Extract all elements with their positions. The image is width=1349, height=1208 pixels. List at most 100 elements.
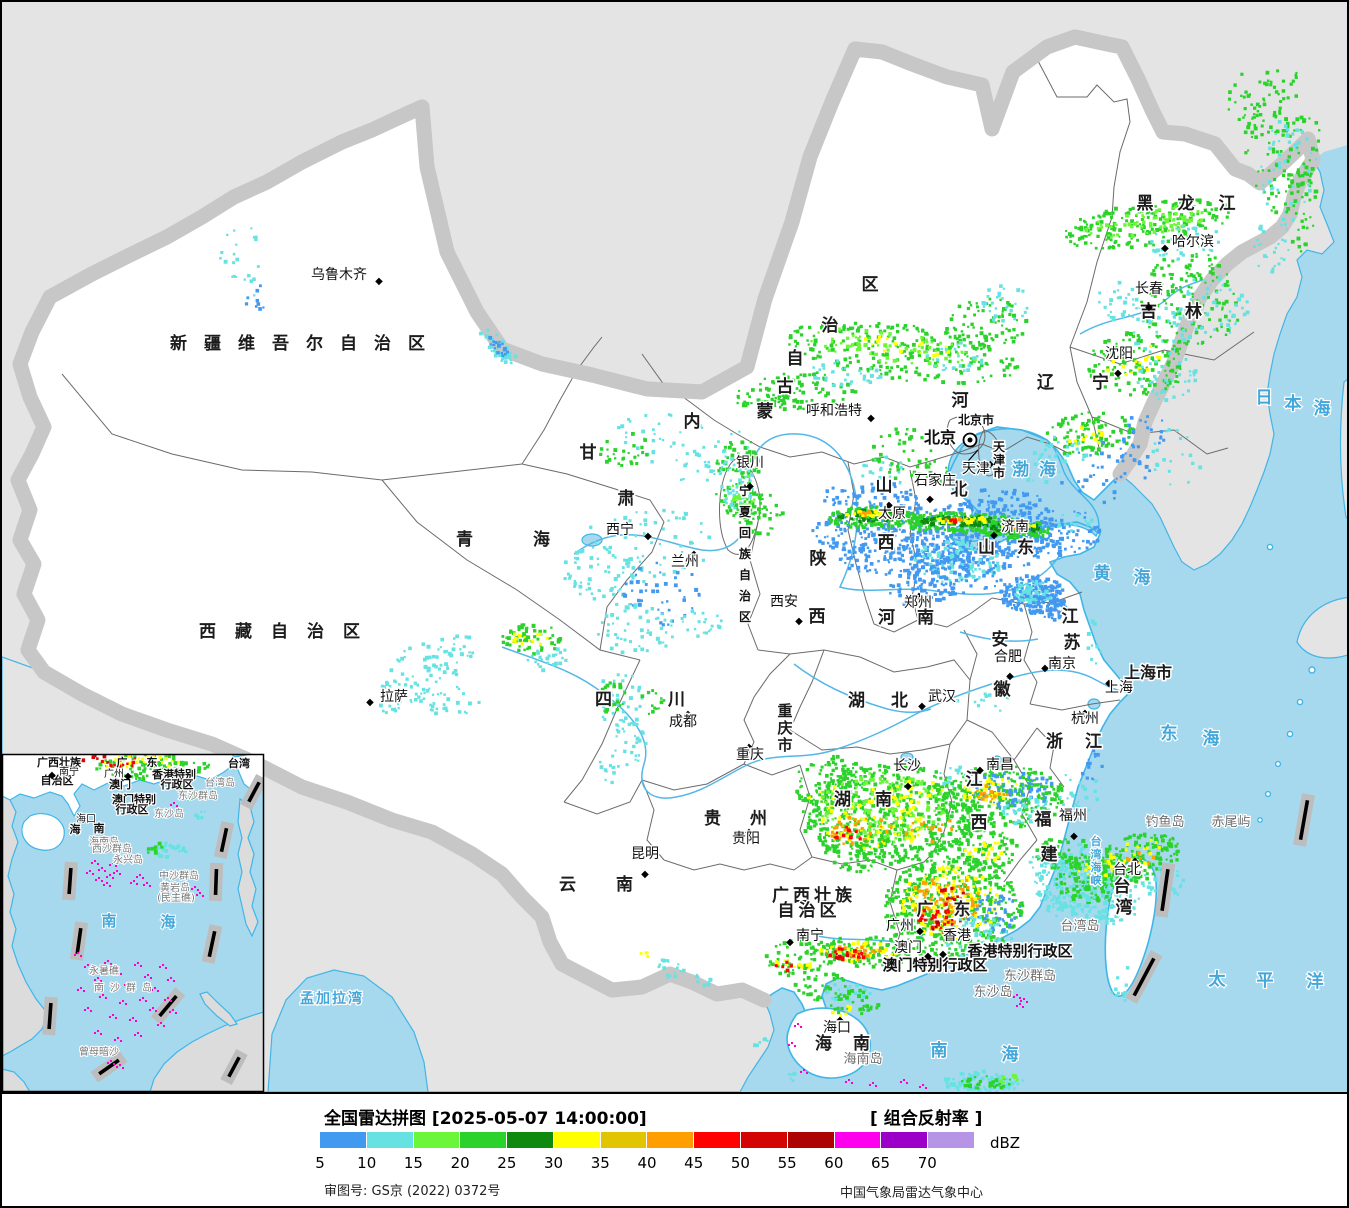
map-label: 台湾: [228, 756, 250, 770]
radar-echo: [732, 491, 785, 536]
reef-marker: [107, 1060, 115, 1065]
inset-malay: [2, 1068, 31, 1092]
map-label: 南沙群岛: [94, 981, 158, 994]
map-label: 澳门: [109, 777, 131, 791]
map-label: 海: [70, 822, 81, 836]
radar-echo: [831, 526, 971, 578]
radar-echo: [1028, 853, 1066, 874]
dash-segment: [201, 924, 223, 964]
map-label: 海: [1134, 567, 1151, 588]
city-label: 南宁: [59, 765, 79, 778]
reef-marker: [98, 867, 106, 872]
map-label: 河: [952, 391, 969, 411]
map-label: 自治区: [778, 900, 841, 921]
radar-echo: [194, 810, 207, 820]
inset-hainan: [21, 813, 65, 851]
colorbar-tick: 45: [684, 1154, 704, 1172]
map-label: 湾: [1116, 897, 1133, 918]
reef-marker: [788, 1042, 796, 1047]
radar-echo: [966, 894, 1022, 933]
city-label: 哈尔滨: [1172, 234, 1214, 250]
reef-marker: [91, 860, 99, 865]
city-marker: ◆: [836, 1015, 844, 1026]
dash-segment: [1154, 862, 1176, 918]
city-marker: ◆: [690, 549, 698, 560]
reef-marker: [114, 1037, 122, 1042]
map-label: 香港特别行政区: [967, 942, 1072, 960]
map-label: 北京市: [958, 412, 994, 427]
city-label: 海口: [76, 812, 96, 825]
colorbar-segment: [928, 1132, 974, 1148]
city-label: 杭州: [1071, 711, 1099, 727]
inset-frame: [2, 753, 265, 1092]
dash-segment: [1293, 793, 1315, 847]
map-label: 南: [931, 1040, 948, 1061]
radar-echo: [933, 524, 1049, 571]
map-label: 行政区: [160, 777, 194, 791]
city-label: 西宁: [606, 521, 634, 538]
radar-echo: [971, 771, 1054, 809]
map-label: 广西壮族: [37, 755, 82, 769]
map-approval-number: 审图号: GS京 (2022) 0372号: [324, 1184, 501, 1199]
reef-marker: [800, 1069, 808, 1074]
colorbar-segment: [507, 1132, 553, 1148]
radar-echo: [967, 488, 1042, 516]
map-label: 东: [954, 899, 971, 920]
radar-echo: [889, 577, 956, 609]
radar-echo: [793, 972, 847, 1002]
bay-of-bengal: [267, 969, 429, 1092]
radar-echo: [244, 284, 265, 311]
map-label: 东沙岛: [973, 984, 1012, 1000]
city-marker: ◆: [644, 531, 652, 542]
reef-marker: [84, 1007, 92, 1012]
city-marker: ◆: [795, 616, 803, 627]
reef-marker: [164, 997, 172, 1002]
radar-echo: [1122, 415, 1166, 449]
colorbar-tick: 55: [777, 1154, 797, 1172]
radar-echo: [622, 561, 701, 627]
city-marker: ◆: [904, 781, 912, 792]
radar-echo: [1005, 525, 1016, 530]
map-label: 孟加拉湾: [300, 990, 364, 1007]
city-label: 济南: [1001, 519, 1029, 535]
radar-echo: [1067, 426, 1105, 447]
city-label: 重庆: [736, 747, 764, 763]
dash-segment: [213, 821, 235, 859]
city-marker: ◆: [745, 742, 753, 753]
radar-echo: [956, 690, 1010, 712]
radar-echo: [1001, 796, 1051, 826]
map-label: 广: [117, 755, 128, 769]
colorbar-segment: [413, 1132, 460, 1148]
map-label: 台湾海峡: [1091, 834, 1103, 887]
radar-echo: [380, 679, 431, 704]
radar-echoes: [219, 69, 1321, 1092]
reef-marker: [94, 1030, 102, 1035]
reef-marker: [86, 870, 94, 875]
map-label: 西藏自治区: [199, 621, 379, 642]
legend-title: 全国雷达拼图 [2025-05-07 14:00:00]: [324, 1109, 647, 1129]
radar-echo: [1081, 749, 1104, 781]
radar-echo: [178, 786, 197, 801]
reef-marker: [103, 882, 111, 887]
map-label: 钓鱼岛: [1145, 814, 1184, 830]
radar-echo: [824, 834, 903, 874]
radar-echo: [1001, 521, 1036, 530]
radar-echo: [1260, 119, 1318, 227]
city-marker: ◆: [1081, 708, 1089, 719]
city-marker: ◆: [885, 500, 893, 511]
reef-marker: [77, 987, 85, 992]
radar-echo: [488, 335, 509, 358]
hainan-island: [786, 1007, 871, 1079]
colorbar-tick: 5: [315, 1154, 325, 1172]
map-label: 南: [94, 821, 105, 835]
radar-echo: [940, 886, 965, 901]
dash-segment: [90, 1051, 128, 1083]
reef-marker: [136, 874, 144, 879]
map-label: 西: [809, 607, 826, 627]
map-label: 重庆市: [777, 702, 792, 754]
dash-segment: [240, 773, 264, 811]
radar-echo: [650, 424, 750, 482]
radar-echo: [1285, 162, 1319, 253]
